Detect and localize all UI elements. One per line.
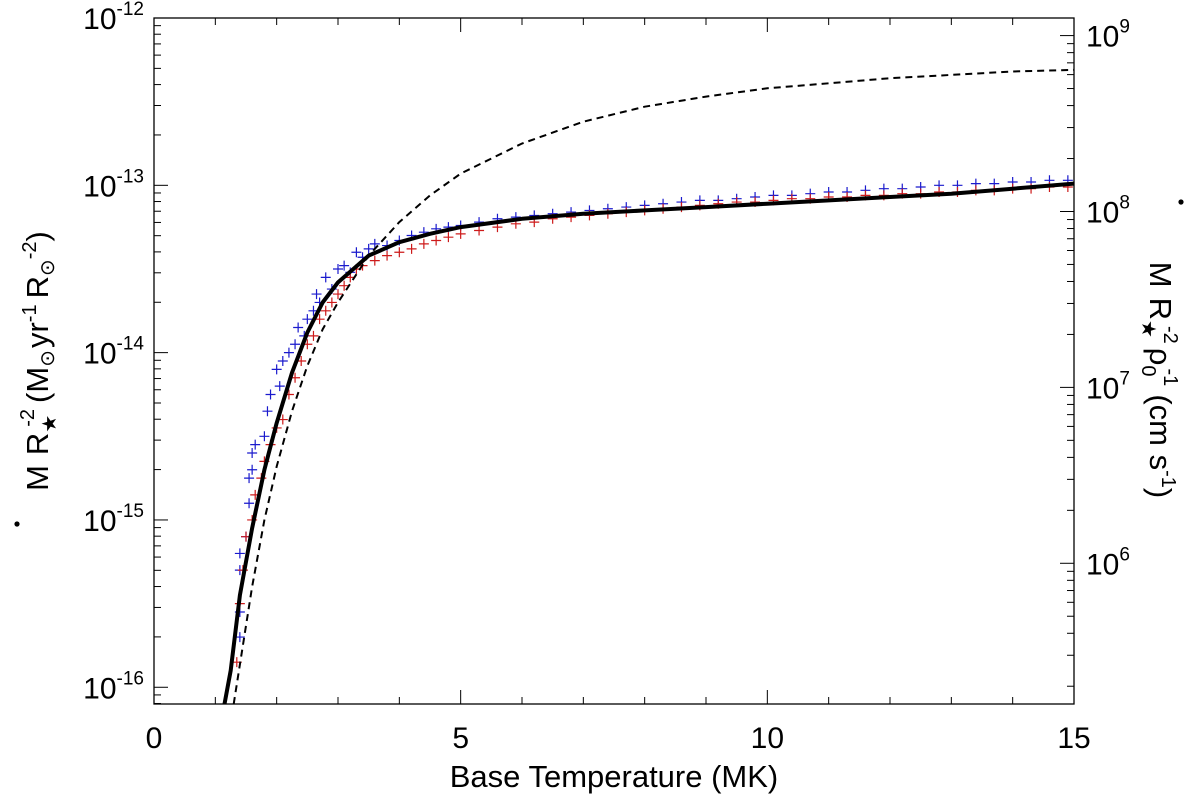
unit-close-right: ): [1143, 488, 1178, 498]
data-point: [271, 364, 282, 375]
data-point: [431, 235, 442, 246]
data-point: [311, 289, 322, 300]
s-exponent: -1: [1157, 470, 1179, 488]
data-point: [259, 431, 270, 442]
data-point: [333, 289, 343, 300]
yr-text: yr: [20, 322, 55, 348]
r-unit: R: [20, 276, 55, 298]
data-point: [351, 247, 362, 258]
data-point: [320, 305, 331, 316]
data-point: [283, 347, 294, 358]
data-point: [455, 228, 466, 239]
data-point: [274, 381, 285, 392]
y-left-tick-label: 10-12: [83, 0, 144, 36]
r-symbol: R: [20, 433, 55, 455]
data-point: [394, 247, 405, 258]
r-exponent: -2: [17, 409, 39, 427]
y-axis-right-label: MR★-2ρ0-1(cm s-1): [1137, 199, 1184, 498]
mdot-dot-right: [1178, 199, 1184, 205]
data-point: [369, 255, 380, 266]
data-point: [262, 406, 273, 417]
data-point: [339, 260, 350, 271]
y-left-tick-label: 10-14: [83, 334, 144, 371]
y-axis-left-label: MR★-2(M⊙yr-1R⊙-2): [14, 231, 61, 527]
data-point: [418, 238, 429, 249]
data-point: [308, 330, 319, 341]
x-tick-label: 10: [751, 722, 784, 755]
dashed-curve: [232, 68, 1074, 704]
y-right-tick-label: 109: [1086, 17, 1130, 54]
scatter-series-red: [231, 181, 1073, 668]
star-symbol-right: ★: [1137, 320, 1159, 338]
sun-symbol-2: ⊙: [37, 259, 59, 276]
data-point: [474, 225, 485, 236]
solid-fit-curve: [222, 181, 1074, 704]
x-tick-label: 15: [1057, 722, 1090, 755]
data-point: [290, 339, 301, 350]
tick-labels-layer: 0 5 10 15 10-12 10-13 10-14 10-15 10-16 109 108 107…: [83, 0, 1130, 755]
y-left-tick-label: 10-15: [83, 501, 144, 538]
data-point: [369, 238, 380, 249]
data-point: [326, 297, 337, 308]
x-tick-label: 5: [452, 722, 469, 755]
series-layer: [222, 68, 1074, 704]
data-point: [363, 243, 374, 254]
rho-exponent: -1: [1159, 369, 1181, 387]
mdot-symbol-right: M: [1143, 262, 1178, 288]
data-point: [277, 356, 288, 366]
y-right-tick-label: 107: [1086, 368, 1130, 405]
data-point: [247, 464, 258, 475]
unit-close: ): [20, 231, 55, 241]
ticks-layer: [153, 17, 1075, 704]
scatter-series-blue: [234, 175, 1073, 643]
data-point: [406, 243, 417, 254]
data-point: [234, 548, 245, 559]
unit-open: (M: [20, 367, 55, 403]
plot-frame: [153, 17, 1075, 705]
data-point: [244, 498, 255, 509]
unit-open-right: (cm s: [1143, 394, 1178, 470]
y-left-tick-label: 10-13: [83, 166, 144, 203]
data-point: [293, 322, 304, 333]
data-point: [250, 439, 261, 450]
mdot-dot: [14, 521, 20, 527]
r-symbol-right: R: [1143, 298, 1178, 320]
x-axis-label: Base Temperature (MK): [450, 759, 779, 794]
yr-exponent: -1: [19, 304, 41, 322]
y-right-tick-label: 108: [1086, 192, 1130, 229]
sun-symbol: ⊙: [37, 350, 59, 367]
y-right-tick-label: 106: [1086, 544, 1130, 581]
data-point: [443, 232, 454, 243]
data-point: [320, 272, 331, 283]
data-point: [339, 280, 350, 291]
data-point: [244, 473, 255, 484]
r-exponent-right: -2: [1159, 326, 1181, 344]
star-symbol: ★: [39, 415, 61, 433]
r-unit-exponent: -2: [19, 241, 41, 259]
data-point: [333, 263, 343, 274]
data-point: [302, 314, 313, 325]
y-left-tick-label: 10-16: [83, 668, 144, 705]
data-point: [382, 250, 393, 261]
data-point: [247, 448, 258, 459]
rho-subscript: 0: [1137, 365, 1159, 376]
svg-text:MR★-2(M⊙yr-1R⊙-2): MR★-2(M⊙yr-1R⊙-2): [17, 231, 61, 491]
rho-symbol: ρ: [1143, 348, 1178, 366]
x-tick-label: 0: [146, 722, 163, 755]
mdot-symbol: M: [20, 465, 55, 491]
svg-text:MR★-2ρ0-1(cm s-1): MR★-2ρ0-1(cm s-1): [1137, 262, 1181, 498]
data-point: [265, 389, 276, 400]
